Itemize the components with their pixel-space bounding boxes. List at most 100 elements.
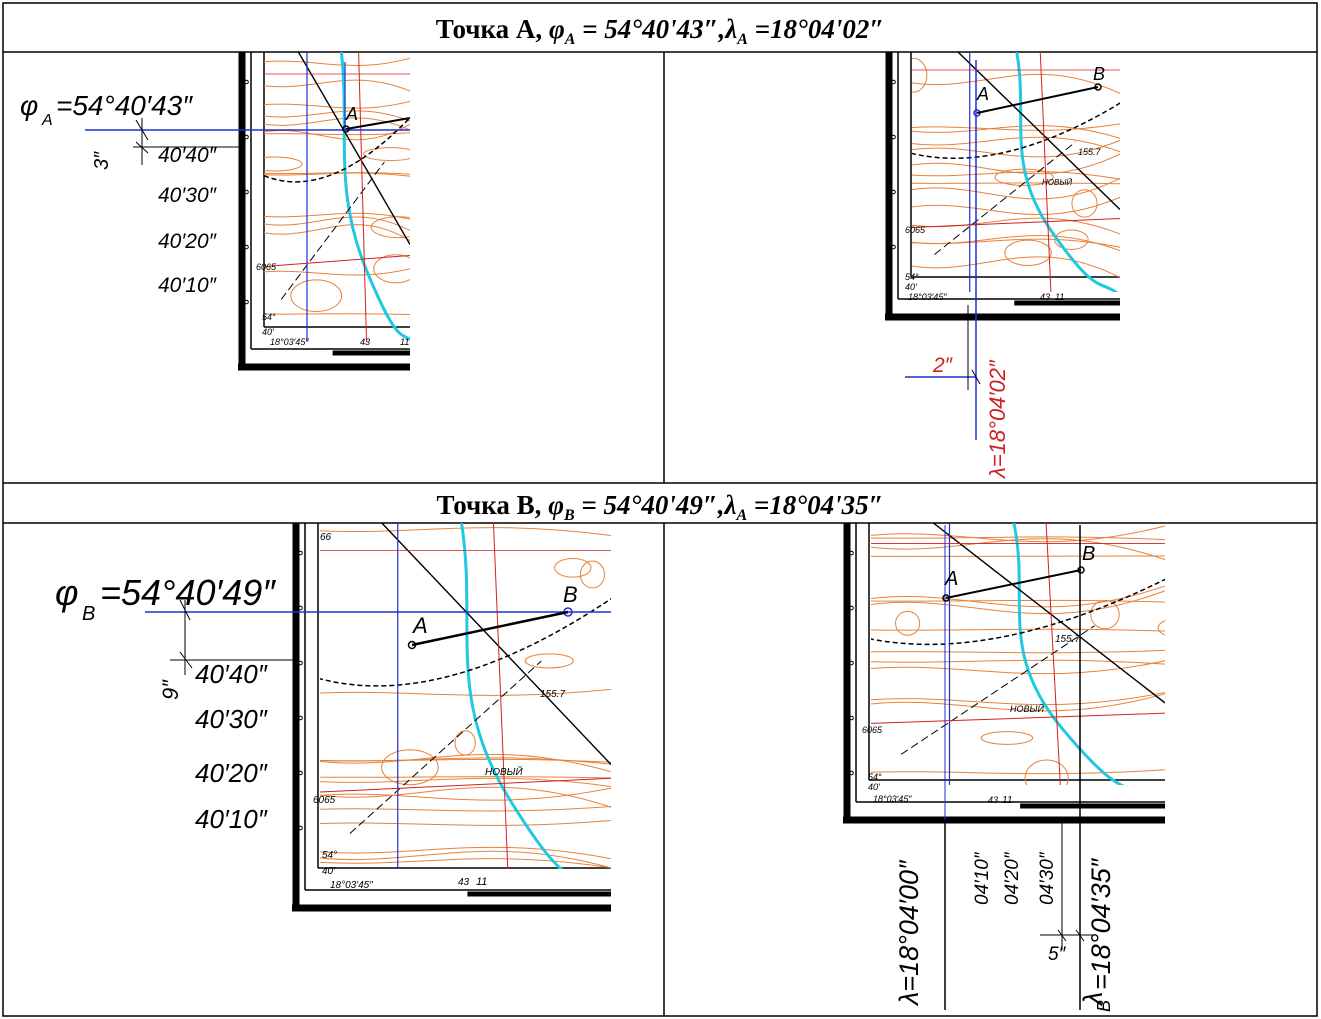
contour	[901, 172, 1130, 182]
map-label: B	[563, 582, 578, 607]
map-label: 40′	[868, 782, 880, 792]
contour	[308, 754, 621, 774]
map-label: 43	[360, 337, 370, 347]
line	[869, 713, 1165, 723]
map-label: 40′	[905, 282, 917, 292]
map-fragment	[292, 523, 621, 908]
river	[462, 523, 606, 888]
contour	[1025, 760, 1068, 796]
map-label: 155.7	[540, 689, 565, 700]
map-label: 43	[988, 795, 998, 805]
contour	[901, 257, 1130, 283]
map-label: =54°40′49″	[100, 572, 276, 613]
map-label: 155.7	[1078, 147, 1102, 157]
contour	[859, 650, 1175, 653]
map-label: =18°04′35″	[1086, 857, 1116, 990]
map-label: 40′30″	[195, 704, 268, 734]
map-label: 5″	[1048, 944, 1067, 965]
road	[933, 523, 1165, 703]
page: {"top_heading": {"text": "Точка А, ", "p…	[0, 0, 1321, 1019]
map-label: 40′	[322, 866, 336, 877]
contour	[254, 55, 420, 65]
map-label: 54°	[262, 312, 276, 322]
map-label: 9″	[158, 679, 183, 700]
line	[318, 778, 611, 792]
map-label: A	[944, 568, 958, 590]
map-label: A	[411, 613, 428, 638]
contour	[291, 280, 342, 312]
line	[1046, 523, 1062, 820]
contour	[254, 99, 420, 108]
map-label: 11	[1055, 292, 1064, 302]
contour	[1091, 600, 1119, 628]
map-label: 40′40″	[158, 144, 218, 167]
map-label: B	[1093, 64, 1105, 84]
map-label: 6065	[862, 725, 883, 735]
contour	[896, 611, 920, 635]
contour	[382, 750, 439, 785]
map-label: 04′20″	[1002, 851, 1023, 905]
contour	[555, 558, 591, 577]
contour	[254, 266, 420, 275]
map-label: 11	[1002, 795, 1012, 806]
map-fragment	[843, 523, 1214, 820]
contour	[254, 80, 420, 95]
contour	[1158, 617, 1214, 639]
contour	[859, 769, 1175, 774]
map-label: 40′30″	[158, 184, 218, 207]
contour	[901, 126, 1130, 142]
contour	[901, 239, 1130, 249]
document-table: Точка А, φA = 54°40'43″,λA =18°04'02″ То…	[0, 0, 1321, 1019]
map-label: =54°40′43″	[56, 90, 193, 121]
map-label: 40′	[262, 327, 274, 337]
map-label: 18°03′45″	[908, 292, 947, 302]
map-label: 155.7	[1055, 634, 1080, 645]
line	[901, 626, 1094, 755]
line	[412, 612, 568, 645]
contour	[900, 58, 927, 92]
contour	[364, 148, 418, 161]
map-label: 18°03′45″	[873, 794, 912, 804]
map-label: 40′10″	[158, 274, 218, 297]
map-label: 2″	[932, 354, 954, 377]
contour	[859, 629, 1175, 631]
contour	[580, 561, 604, 588]
contour	[247, 157, 302, 171]
map-label: НОВЫЙ	[1042, 178, 1072, 187]
map-label: 40′20″	[158, 230, 218, 253]
map-label: 11	[400, 337, 409, 347]
contour	[254, 314, 420, 315]
map-label: 6065	[256, 262, 277, 272]
contour	[901, 218, 1130, 238]
map-label: 6065	[313, 795, 336, 806]
contour	[901, 183, 1130, 184]
contour	[308, 758, 621, 766]
map-label: 18°03′45″	[270, 337, 309, 347]
map-label: φ	[20, 90, 38, 121]
map-label: λ=18°04′00″	[894, 859, 924, 1007]
contour	[859, 660, 1175, 665]
map-label: 11	[476, 876, 487, 888]
map-label: 40′10″	[195, 804, 268, 834]
line	[493, 523, 509, 908]
line	[359, 52, 368, 367]
line	[946, 570, 1081, 598]
map-label: 54°	[905, 272, 919, 282]
map-label: 43	[458, 877, 470, 888]
map-label: 3″	[91, 151, 113, 170]
map-label: 54°	[868, 772, 882, 782]
heading: Точка А, φA = 54°40'43″,λA =18°04'02″	[436, 14, 885, 48]
map-label: 54°	[322, 850, 337, 861]
map-label: φ	[55, 572, 78, 613]
map-fragment	[885, 52, 1130, 317]
contour	[455, 731, 475, 755]
contour	[981, 732, 1032, 745]
contour	[525, 654, 573, 668]
contour	[308, 777, 621, 779]
map-label: A	[41, 112, 53, 129]
river	[341, 52, 418, 347]
map-label: НОВЫЙ	[485, 765, 524, 778]
map-label: 04′30″	[1037, 851, 1058, 905]
line	[350, 661, 541, 834]
map-label: 66	[320, 532, 332, 543]
